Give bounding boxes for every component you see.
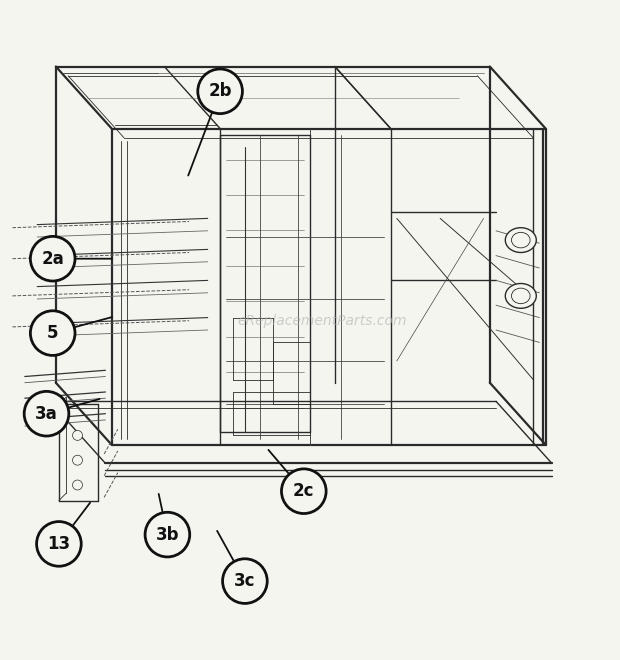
Ellipse shape [512, 288, 530, 304]
Text: 2b: 2b [208, 82, 232, 100]
Text: 3c: 3c [234, 572, 255, 590]
Circle shape [198, 69, 242, 114]
Circle shape [24, 391, 69, 436]
Circle shape [30, 236, 75, 281]
Text: 2c: 2c [293, 482, 314, 500]
Circle shape [281, 469, 326, 513]
Ellipse shape [505, 284, 536, 308]
Circle shape [37, 521, 81, 566]
Ellipse shape [512, 232, 530, 248]
Text: 13: 13 [47, 535, 71, 553]
Circle shape [30, 311, 75, 356]
Circle shape [223, 559, 267, 603]
Text: eReplacementParts.com: eReplacementParts.com [237, 314, 407, 328]
Text: 3b: 3b [156, 525, 179, 544]
Text: 5: 5 [47, 324, 58, 342]
Text: 2a: 2a [42, 249, 64, 268]
Circle shape [145, 512, 190, 557]
Circle shape [73, 480, 82, 490]
Text: 3a: 3a [35, 405, 58, 422]
Ellipse shape [505, 228, 536, 253]
Circle shape [73, 430, 82, 440]
Circle shape [73, 455, 82, 465]
